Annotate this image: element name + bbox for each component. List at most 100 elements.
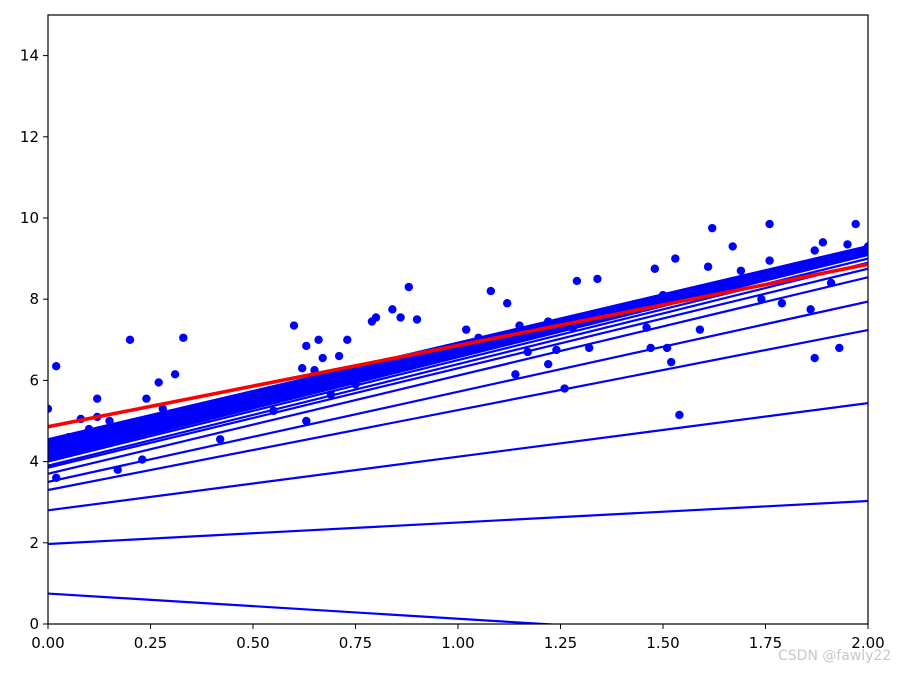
data-point-46	[523, 347, 532, 357]
data-point-2	[52, 473, 61, 483]
x-tick-label-2: 0.50	[236, 634, 269, 652]
regression-line-1	[48, 499, 868, 546]
data-point-72	[777, 299, 787, 308]
data-point-14	[138, 455, 147, 464]
data-point-26	[302, 416, 311, 426]
data-point-33	[351, 380, 360, 389]
data-point-23	[289, 321, 299, 330]
regression-line-26	[48, 244, 868, 441]
regression-line-7	[48, 261, 868, 467]
y-axis: 0 2 4 6 8 10 12 14	[20, 47, 48, 633]
data-point-3	[64, 433, 73, 442]
data-point-25	[302, 341, 311, 351]
x-tick-label-8: 2.00	[851, 634, 884, 652]
data-point-30	[326, 390, 336, 399]
data-point-35	[371, 313, 381, 322]
data-point-48	[544, 359, 553, 369]
data-point-10	[113, 465, 122, 474]
data-point-64	[695, 325, 705, 334]
data-point-13	[134, 428, 143, 438]
regression-lines	[48, 244, 868, 624]
data-point-56	[642, 323, 651, 332]
data-point-21	[228, 402, 237, 411]
data-points	[48, 219, 868, 483]
regression-line-2	[48, 402, 868, 512]
y-tick-label-5: 10	[20, 209, 39, 227]
data-point-20	[216, 435, 225, 444]
data-point-69	[757, 295, 766, 304]
data-point-24	[298, 364, 307, 373]
data-point-38	[404, 282, 413, 292]
y-tick-label-1: 2	[29, 534, 39, 552]
data-point-40	[462, 325, 471, 334]
y-tick-label-0: 0	[29, 615, 39, 633]
y-tick-label-7: 14	[20, 47, 39, 65]
data-point-39	[412, 315, 422, 324]
data-point-36	[388, 305, 397, 314]
y-tick-label-3: 6	[29, 371, 39, 389]
data-point-58	[650, 264, 659, 273]
data-point-66	[708, 223, 717, 233]
data-point-42	[486, 286, 495, 296]
data-point-31	[334, 351, 344, 361]
data-point-74	[810, 246, 819, 255]
data-point-49	[552, 345, 561, 355]
data-point-78	[835, 343, 844, 353]
regression-line-6	[48, 267, 868, 469]
data-point-18	[170, 370, 180, 379]
data-point-53	[585, 343, 594, 353]
data-point-0	[48, 404, 53, 414]
data-point-47	[544, 317, 553, 326]
data-point-15	[142, 394, 151, 403]
watermark: CSDN @fawly22	[778, 648, 892, 664]
data-point-44	[511, 370, 520, 379]
data-point-71	[765, 256, 774, 265]
regression-line-3	[48, 328, 868, 492]
regression-line-13	[48, 252, 868, 454]
data-point-22	[269, 406, 278, 416]
y-tick-label-2: 4	[29, 453, 39, 471]
y-tick-label-6: 12	[20, 128, 39, 146]
data-point-62	[671, 254, 680, 263]
x-tick-label-1: 0.25	[134, 634, 167, 652]
data-point-81	[863, 242, 868, 251]
data-point-37	[396, 313, 405, 322]
data-point-12	[125, 335, 135, 344]
data-point-19	[179, 333, 188, 342]
data-point-16	[154, 378, 163, 387]
plot-frame	[47, 14, 869, 625]
final-line	[48, 262, 868, 429]
data-point-57	[646, 343, 655, 353]
data-point-63	[675, 410, 684, 420]
data-point-80	[851, 219, 860, 229]
data-point-75	[810, 353, 819, 363]
regression-line-5	[48, 276, 868, 475]
data-point-29	[318, 353, 327, 363]
data-point-54	[593, 274, 602, 284]
data-point-51	[568, 323, 577, 332]
data-point-6	[84, 424, 94, 434]
data-point-60	[662, 343, 672, 353]
x-tick-label-6: 1.50	[646, 634, 679, 652]
data-point-79	[843, 240, 852, 249]
x-axis: 0.00 0.25 0.50 0.75 1.00 1.25 1.50 1.75 2.00	[31, 624, 885, 652]
data-point-45	[515, 321, 524, 330]
regression-line-4	[48, 300, 868, 483]
regression-line-0	[48, 592, 562, 624]
x-tick-label-7: 1.75	[749, 634, 782, 652]
data-point-68	[736, 266, 746, 275]
data-point-61	[667, 357, 676, 367]
data-point-1	[52, 361, 61, 371]
data-point-32	[343, 335, 352, 344]
data-point-9	[105, 416, 114, 426]
data-point-50	[560, 384, 569, 393]
x-tick-label-5: 1.25	[544, 634, 577, 652]
data-point-43	[503, 299, 512, 308]
data-point-28	[314, 335, 323, 344]
data-point-59	[658, 290, 668, 300]
data-point-52	[572, 276, 582, 286]
data-point-7	[93, 394, 102, 403]
data-point-17	[158, 404, 167, 414]
data-point-11	[117, 420, 127, 430]
